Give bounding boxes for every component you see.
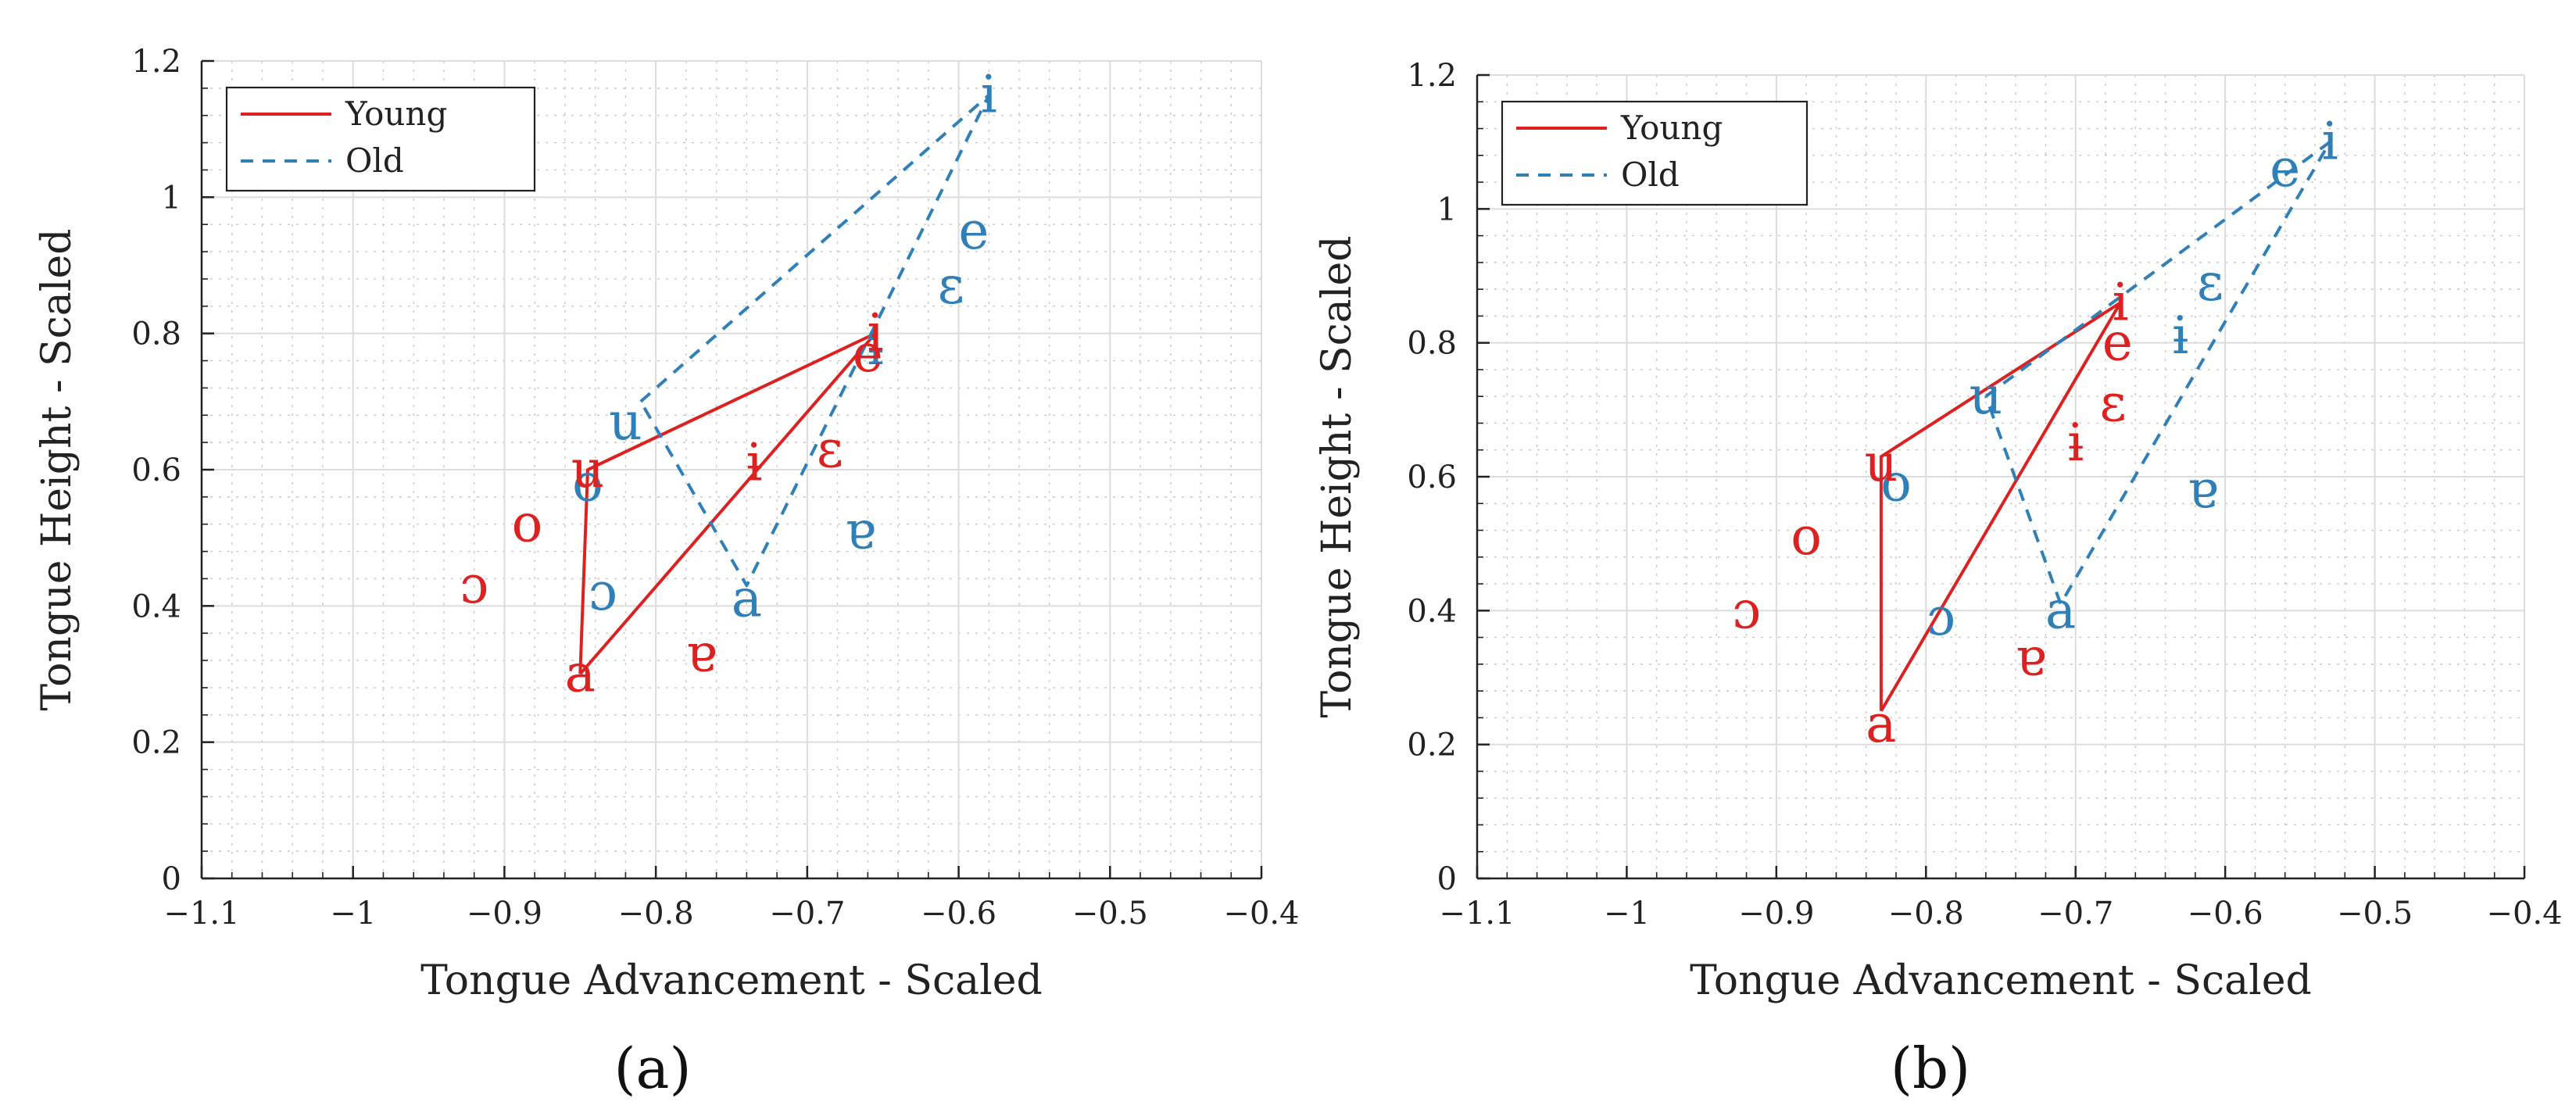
x-tick-label: −0.8 [618, 896, 694, 932]
panel-label: (b) [1891, 1036, 1970, 1101]
x-tick-label: −0.9 [1738, 896, 1814, 932]
x-tick-label: −0.5 [1072, 896, 1148, 932]
y-tick-label: 0.4 [1407, 593, 1457, 629]
vowel-point-old: ɨ [867, 317, 883, 377]
series-line-young [1879, 301, 2123, 712]
vowel-point-young: o [512, 494, 543, 554]
vowel-point-old: ɔ [1927, 587, 1955, 647]
vowel-point-old: ɛ [2197, 252, 2224, 313]
y-tick-label: 0.8 [131, 317, 181, 352]
x-tick-label: −0.4 [1223, 896, 1299, 932]
vowel-point-old: e [958, 201, 989, 261]
legend: Young Old [1501, 100, 1809, 206]
panel-b: −1.1 −1 −0.9 −0.8 −0.7 −0.6 −0.5 −0.4 0 0.2 0.4 0.6… [1314, 58, 2563, 1101]
vowel-point-old: i [981, 65, 997, 125]
y-tick-label: 0.8 [1407, 326, 1457, 362]
x-tick-label: −0.5 [2337, 896, 2413, 932]
x-tick-label: −1.1 [163, 896, 239, 932]
x-tick-label: −0.4 [2486, 896, 2562, 932]
vowel-point-old: ɐ [845, 500, 875, 560]
legend-box [1501, 100, 1809, 206]
x-axis-title: Tongue Advancement - Scaled [1690, 957, 2312, 1004]
vowel-point-young: a [565, 644, 596, 704]
y-tick-label: 0.6 [1407, 460, 1457, 495]
series-line-young [578, 331, 877, 675]
vowel-point-old: a [732, 569, 762, 629]
vowel-point-young: ɛ [2099, 373, 2126, 433]
vowel-point-old: e [2270, 138, 2300, 199]
legend-label-old: Old [1621, 156, 1680, 194]
legend-box [225, 86, 536, 192]
vowel-point-old: u [1970, 366, 2003, 426]
x-tick-label: −0.7 [769, 896, 845, 932]
y-axis-title: Tongue Height - Scaled [1314, 235, 1361, 717]
grid [201, 60, 1262, 879]
vowel-point-old: u [609, 392, 642, 452]
vowel-point-young: i [2113, 272, 2129, 332]
vowel-point-young: a [1866, 694, 1896, 754]
y-tick-label: 0.4 [131, 588, 181, 624]
vowel-point-young: ɨ [2067, 413, 2084, 473]
vowel-point-young: o [1791, 506, 1822, 567]
x-tick-label: −0.6 [921, 896, 996, 932]
vowel-point-old: o [1880, 453, 1912, 513]
x-tick-label: −0.8 [1888, 896, 1964, 932]
x-tick-label: −1 [1604, 896, 1650, 932]
vowel-point-young: u [571, 439, 605, 499]
x-tick-label: −0.9 [467, 896, 542, 932]
vowel-point-old: a [2045, 580, 2076, 640]
x-axis-title: Tongue Advancement - Scaled [420, 957, 1043, 1004]
y-tick-label: 0 [162, 861, 181, 897]
vowel-point-old: i [2322, 112, 2338, 172]
x-tick-label: −1.1 [1439, 896, 1515, 932]
vowel-point-young: ɨ [746, 432, 763, 492]
vowel-point-young: e [2102, 313, 2133, 373]
vowel-point-young: ɛ [817, 419, 843, 479]
x-tick-label: −1 [330, 896, 376, 932]
x-tick-label: −0.7 [2038, 896, 2113, 932]
vowel-point-old: o [572, 452, 603, 513]
legend-label-old: Old [345, 141, 404, 180]
vowel-point-old: ɐ [2188, 460, 2218, 520]
y-tick-label: 1.2 [1407, 58, 1457, 94]
vowel-point-young: ɐ [2016, 627, 2046, 687]
vowel-point-old: ɔ [589, 562, 617, 622]
y-tick-label: 1.2 [131, 44, 181, 80]
y-tick-label: 0 [1437, 861, 1457, 897]
series-line-old [1984, 140, 2332, 606]
vowel-point-old: ɨ [2172, 306, 2188, 366]
y-tick-label: 0.6 [131, 452, 181, 488]
vowel-point-young: ɔ [460, 555, 488, 615]
series-line-old [639, 93, 991, 588]
y-axis-title: Tongue Height - Scaled [34, 228, 80, 710]
vowel-point-young: i [867, 303, 883, 363]
x-tick-label: −0.6 [2188, 896, 2263, 932]
legend-label-young: Young [1620, 109, 1723, 147]
vowel-point-young: ɔ [1732, 580, 1761, 640]
panel-a: −1.1 −1 −0.9 −0.8 −0.7 −0.6 −0.5 −0.4 0 0.2 0.4 0.6… [34, 44, 1300, 1101]
legend-label-young: Young [345, 95, 447, 133]
legend: Young Old [225, 86, 536, 192]
y-tick-label: 0.2 [131, 725, 181, 761]
y-tick-label: 0.2 [1407, 728, 1457, 764]
y-tick-label: 1 [162, 180, 181, 216]
panel-label: (a) [614, 1036, 691, 1101]
vowel-point-young: ɐ [686, 623, 717, 683]
vowel-point-young: e [853, 324, 883, 384]
vowel-point-young: u [1865, 433, 1898, 493]
vowel-point-old: ɛ [938, 256, 964, 316]
y-tick-label: 1 [1437, 191, 1457, 227]
